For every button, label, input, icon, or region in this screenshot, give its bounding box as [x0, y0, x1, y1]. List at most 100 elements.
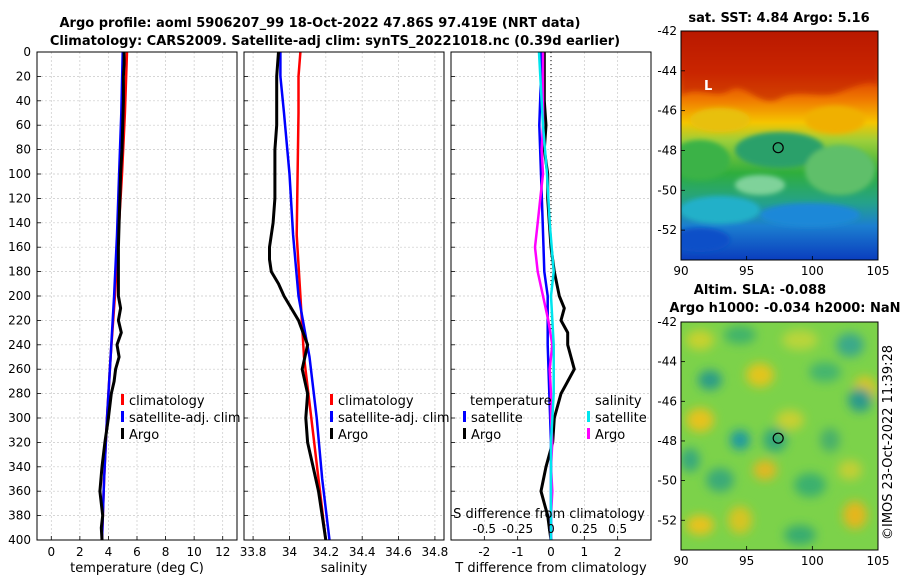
sst-map-annotation: L: [704, 79, 712, 94]
diff-sal-tick-label: 0.5: [608, 522, 627, 536]
diff-legend-sal-title: salinity: [595, 394, 642, 409]
diff-legend-temp-argo-swatch: [463, 428, 466, 439]
diff-xtick-label: 0: [547, 545, 555, 559]
sla-texture-blob: [784, 525, 816, 545]
temp-legend-climatology-swatch: [121, 394, 124, 405]
sla-ytick-label: -42: [657, 315, 677, 329]
sal-legend-satellite-label: satellite-adj. clim: [338, 411, 450, 426]
temperature-profile-panel: 0204060801001201401601802002202402602803…: [8, 45, 241, 576]
sla-ytick-label: -46: [657, 394, 677, 408]
temp-xtick-label: 2: [76, 545, 84, 559]
sla-map-title: Altim. SLA: -0.088: [694, 283, 826, 298]
sla-texture-blob: [724, 326, 756, 344]
diff-axes-box: [450, 51, 652, 541]
sal-xlabel: salinity: [321, 561, 368, 576]
sla-texture-blob: [706, 468, 734, 492]
diff-sal-tick-label: -0.25: [502, 522, 533, 536]
sla-texture-blob: [686, 408, 714, 432]
temp-xtick-label: 8: [162, 545, 170, 559]
sla-texture-blob: [698, 370, 722, 390]
diff-xtick-label: 2: [614, 545, 622, 559]
sla-xtick-label: 90: [673, 554, 688, 568]
diff-legend-sal-satellite-label: satellite: [595, 411, 647, 426]
sst-xtick-label: 105: [867, 264, 890, 278]
depth-tick-label: 200: [8, 289, 31, 303]
diff-legend-temp-satellite-swatch: [463, 411, 466, 422]
depth-tick-label: 380: [8, 509, 31, 523]
diff-legend-temp-argo-label: Argo: [471, 428, 501, 443]
sal-legend-satellite-swatch: [330, 411, 333, 422]
sla-texture-blob: [809, 362, 841, 382]
sst-ytick-label: -48: [657, 143, 677, 157]
sst-ytick-label: -42: [657, 24, 677, 38]
depth-tick-label: 400: [8, 533, 31, 547]
sla-texture-blob: [794, 473, 826, 497]
sla-texture-blob: [848, 388, 872, 412]
sla-xtick-label: 105: [867, 554, 890, 568]
depth-tick-label: 20: [16, 69, 31, 83]
sst-xtick-label: 90: [673, 264, 688, 278]
sla-argo-marker: [772, 432, 784, 444]
depth-tick-label: 240: [8, 338, 31, 352]
temp-legend-satellite-swatch: [121, 411, 124, 422]
sla-texture-blob: [843, 501, 867, 529]
sla-map-subtitle: Argo h1000: -0.034 h2000: NaN: [669, 301, 900, 316]
diff-top-label: S difference from climatology: [453, 507, 645, 522]
sst-map-image: [681, 31, 878, 260]
sla-texture-blob: [681, 448, 700, 472]
sla-texture-blob: [730, 430, 750, 450]
difference-profile-panel: -2 -1 0 1 2 S difference from climatology-0.5…: [450, 51, 652, 576]
sal-xtick-label: 34.4: [349, 545, 376, 559]
depth-tick-label: 260: [8, 362, 31, 376]
diff-legend-sal-argo-swatch: [587, 428, 590, 439]
temp-satellite-line: [100, 51, 124, 541]
sla-texture-blob: [836, 333, 864, 357]
diff-xlabel: T difference from climatology: [454, 561, 647, 576]
sst-map-title: sat. SST: 4.84 Argo: 5.16: [688, 11, 869, 26]
temp-xlabel: temperature (deg C): [70, 561, 204, 576]
temp-xtick-label: 6: [133, 545, 141, 559]
sla-ytick-label: -44: [657, 355, 677, 369]
sal-legend-climatology-label: climatology: [338, 394, 414, 409]
sla-texture-blob: [728, 506, 752, 534]
diff-sal-tick-label: -0.5: [473, 522, 496, 536]
diff-legend-temp-title: temperature: [470, 394, 552, 409]
sal-legend-argo-swatch: [330, 428, 333, 439]
sla-texture-blob: [753, 460, 777, 480]
depth-tick-label: 80: [16, 143, 31, 157]
imos-watermark: ©IMOS 23-Oct-2022 11:39:28: [881, 345, 896, 540]
temp-legend-argo-label: Argo: [129, 428, 159, 443]
sla-ytick-label: -52: [657, 513, 677, 527]
diff-xtick-label: -2: [478, 545, 490, 559]
diff-legend-temp-satellite-label: satellite: [471, 411, 523, 426]
temp-legend-argo-swatch: [121, 428, 124, 439]
sal-xtick-label: 34: [282, 545, 297, 559]
sal-climatology-line: [295, 51, 328, 541]
sst-ytick-label: -50: [657, 183, 677, 197]
temp-xtick-label: 12: [215, 545, 230, 559]
sla-xtick-label: 100: [801, 554, 824, 568]
sst-ytick-label: -46: [657, 104, 677, 118]
sst-map-axes: 90 95 100 105 -42 -44 -46 -48 -50 -52: [657, 24, 889, 278]
sla-texture-blob: [686, 515, 714, 535]
sst-xtick-label: 95: [739, 264, 754, 278]
temp-argo-line: [98, 52, 126, 541]
figure-title-line2: Climatology: CARS2009. Satellite-adj cli…: [50, 34, 620, 49]
depth-tick-label: 220: [8, 313, 31, 327]
diff-xtick-label: -1: [512, 545, 524, 559]
depth-tick-label: 340: [8, 460, 31, 474]
diff-legend-sal-argo-label: Argo: [595, 428, 625, 443]
sst-ytick-label: -52: [657, 223, 677, 237]
sal-axes-box: [243, 51, 445, 541]
sst-xtick-label: 100: [801, 264, 824, 278]
depth-tick-label: 180: [8, 265, 31, 279]
sla-texture-blob: [838, 460, 862, 480]
sst-argo-marker: [772, 142, 784, 154]
sla-ytick-label: -48: [657, 434, 677, 448]
temp-legend-climatology-label: climatology: [129, 394, 205, 409]
diff-sal-tick-label: 0.25: [571, 522, 598, 536]
sal-xtick-label: 34.6: [385, 545, 412, 559]
sal-xtick-label: 34.8: [422, 545, 449, 559]
